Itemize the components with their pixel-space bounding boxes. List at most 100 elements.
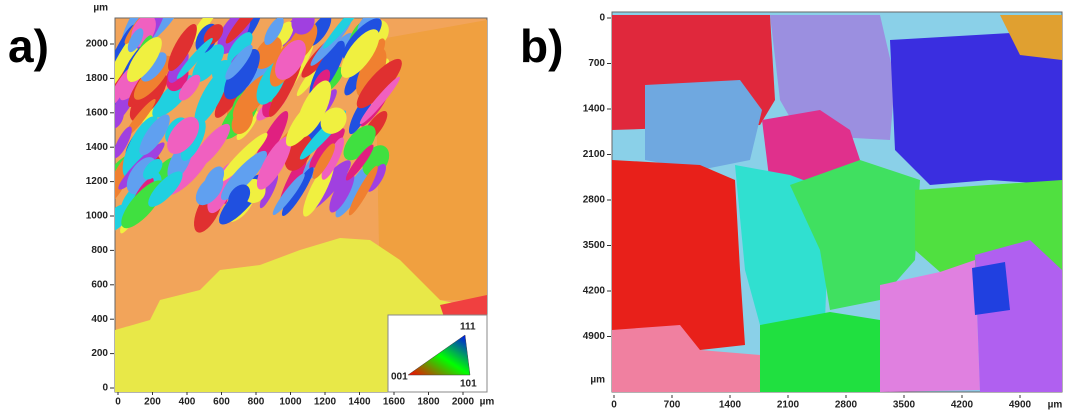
x-tick-label: 4900 xyxy=(1009,400,1032,411)
grain xyxy=(291,18,315,35)
y-tick-label: 0 xyxy=(102,383,108,394)
x-tick-label: 600 xyxy=(213,397,230,408)
x-unit: µm xyxy=(1048,400,1063,411)
x-tick-label: 2100 xyxy=(777,400,800,411)
grain xyxy=(126,37,162,82)
x-tick-label: 2800 xyxy=(835,400,858,411)
grain xyxy=(264,18,284,45)
grain xyxy=(192,44,225,83)
y-tick-label: 800 xyxy=(91,245,108,256)
grain xyxy=(348,165,378,216)
x-tick-label: 1800 xyxy=(417,397,440,408)
grain xyxy=(285,98,323,147)
y-tick-label: 700 xyxy=(588,58,605,69)
grain xyxy=(139,114,170,156)
grain xyxy=(281,167,314,216)
x-tick-label: 1200 xyxy=(314,397,337,408)
grain xyxy=(320,107,347,134)
grain xyxy=(221,150,268,201)
x-tick-label: 0 xyxy=(611,400,617,411)
legend-triangle xyxy=(407,334,471,376)
grain xyxy=(309,122,342,169)
grain xyxy=(323,18,366,49)
grain xyxy=(115,106,124,130)
legend-111: 111 xyxy=(460,322,476,333)
y-tick-label: 2000 xyxy=(86,39,109,50)
grain xyxy=(343,125,376,161)
panel-label: b) xyxy=(520,20,563,72)
legend-101: 101 xyxy=(460,379,477,390)
grain xyxy=(259,174,279,209)
grain xyxy=(345,144,374,181)
grain xyxy=(371,38,386,62)
x-tick-label: 700 xyxy=(664,400,681,411)
grain xyxy=(219,132,268,182)
grain xyxy=(194,68,229,125)
y-tick-label: 2800 xyxy=(583,195,606,206)
grain xyxy=(321,137,345,180)
y-tick-label: 1000 xyxy=(86,211,109,222)
grain xyxy=(275,39,306,80)
x-tick-label: 800 xyxy=(248,397,265,408)
y-tick-label: 4200 xyxy=(583,286,606,297)
x-tick-label: 1000 xyxy=(279,397,302,408)
x-tick-label: 4200 xyxy=(951,400,974,411)
y-tick-label: 2100 xyxy=(583,149,606,160)
y-tick-label: 1800 xyxy=(86,73,109,84)
grain xyxy=(335,161,374,218)
panel-label: a) xyxy=(8,20,49,72)
grain xyxy=(115,67,134,108)
y-tick-label: 1200 xyxy=(86,176,109,187)
x-tick-label: 3500 xyxy=(893,400,916,411)
grain xyxy=(142,159,163,180)
y-tick-label: 1400 xyxy=(86,142,109,153)
x-tick-label: 0 xyxy=(115,397,121,408)
grain xyxy=(256,136,292,190)
grain xyxy=(224,48,260,100)
x-unit: µm xyxy=(480,397,495,408)
grain xyxy=(356,58,402,109)
grain xyxy=(124,99,156,138)
y-unit: µm xyxy=(93,3,108,14)
x-tick-label: 2000 xyxy=(452,397,475,408)
grain xyxy=(191,123,231,170)
y-tick-label: 400 xyxy=(91,314,108,325)
map-b xyxy=(611,11,1063,393)
y-tick-label: 1400 xyxy=(583,104,606,115)
grain xyxy=(356,47,387,98)
y-tick-label: 4900 xyxy=(583,331,606,342)
legend-box xyxy=(387,314,488,393)
y-tick-label: 600 xyxy=(91,279,108,290)
x-tick-label: 1400 xyxy=(719,400,742,411)
grain xyxy=(176,38,213,79)
map-a: 111 001 101 xyxy=(114,17,488,393)
grain xyxy=(167,116,200,155)
grain xyxy=(225,18,265,44)
grain xyxy=(148,171,183,207)
grain xyxy=(115,204,130,233)
x-tick-label: 400 xyxy=(179,397,196,408)
grain xyxy=(127,28,144,53)
grain xyxy=(178,74,201,101)
grain xyxy=(130,95,149,122)
grain xyxy=(225,44,253,80)
y-tick-label: 0 xyxy=(599,13,605,24)
grain xyxy=(272,173,305,216)
grain xyxy=(140,52,167,82)
grain xyxy=(227,32,253,65)
grain xyxy=(312,143,336,179)
y-tick-label: 200 xyxy=(91,348,108,359)
x-tick-label: 1400 xyxy=(348,397,371,408)
grain xyxy=(115,126,132,159)
y-tick-label: 1600 xyxy=(86,107,109,118)
x-tick-label: 1600 xyxy=(383,397,406,408)
grain xyxy=(167,24,197,71)
grain xyxy=(329,171,355,213)
y-unit: µm xyxy=(590,375,605,386)
grain xyxy=(228,184,251,210)
grain xyxy=(203,166,225,194)
x-tick-label: 200 xyxy=(144,397,161,408)
legend-001: 001 xyxy=(391,372,408,383)
y-tick-label: 3500 xyxy=(583,240,606,251)
